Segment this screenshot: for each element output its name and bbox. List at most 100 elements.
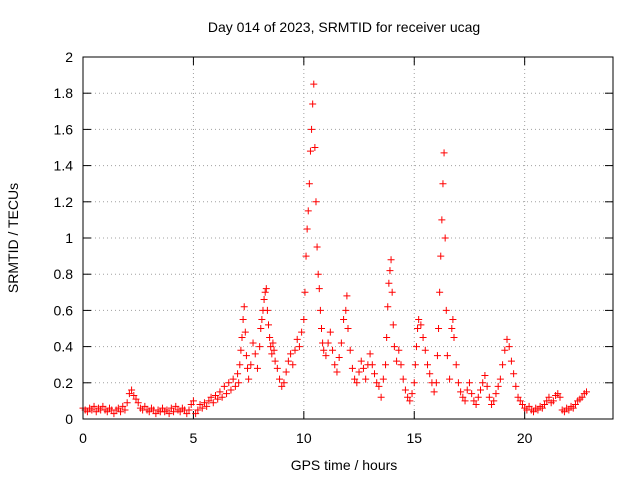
data-point [442,306,450,314]
data-point [295,343,303,351]
data-point [128,386,136,394]
data-point [452,361,460,369]
data-point [439,180,447,188]
data-point [267,343,275,351]
data-point [214,395,222,403]
data-point [351,375,359,383]
data-point [387,256,395,264]
data-point [390,343,398,351]
data-point [538,404,546,412]
data-point [145,408,153,416]
data-point [311,144,319,151]
data-point [329,346,337,354]
data-point [123,399,131,407]
data-point [430,388,438,396]
data-point [410,379,418,387]
data-point [194,406,202,414]
data-point [249,339,257,347]
data-point [313,243,321,251]
data-point [265,321,272,329]
data-point [90,402,98,410]
data-point [247,361,255,369]
data-point [205,397,213,405]
data-point [583,388,590,396]
data-point [461,397,469,405]
data-point [494,382,502,390]
data-point [231,382,239,390]
data-point [132,395,140,403]
data-point [485,393,493,401]
data-point [305,180,313,188]
data-point [421,346,429,354]
data-point [159,404,166,412]
data-point [357,357,365,365]
data-point [359,364,367,372]
data-point [512,382,520,390]
data-point [256,343,264,351]
data-point [565,406,573,414]
data-point [331,361,339,369]
data-point [375,382,383,390]
axis-ticks: 00.20.40.60.811.21.41.61.820 5 10 15 20 [54,49,613,446]
y-tick-label: 0.8 [54,266,74,282]
data-point [239,315,247,323]
data-point [386,267,394,275]
data-point [192,410,200,418]
data-point [269,339,277,347]
data-point [488,401,496,409]
data-point [310,80,318,88]
y-tick-label: 1.6 [54,121,74,137]
data-point [353,379,361,387]
data-point [578,393,586,401]
data-point [262,285,270,293]
data-point [490,397,498,405]
data-point [454,379,462,387]
data-point [450,334,458,342]
data-point [271,357,279,365]
data-point [121,406,129,414]
data-point [518,401,526,409]
data-points [79,80,590,418]
data-point [114,404,122,412]
data-point [117,408,125,416]
data-point [293,335,301,343]
x-axis-title: GPS time / hours [291,457,398,473]
data-point [340,315,348,323]
data-point [437,252,445,260]
y-tick-label: 1.8 [54,85,74,101]
data-point [324,339,332,347]
data-point [510,370,518,378]
y-tick-label: 0.6 [54,302,74,318]
data-point [366,350,374,358]
data-point [404,393,412,401]
data-point [419,334,427,342]
y-tick-label: 1.4 [54,158,74,174]
x-tick-label: 0 [79,430,87,446]
data-point [379,375,387,383]
plot-frame [82,56,614,420]
grid-lines [83,57,613,419]
data-point [440,149,448,157]
data-point [260,296,268,304]
data-point [312,198,320,206]
data-point [541,401,549,409]
data-point [223,390,231,398]
data-point [397,361,405,369]
data-point [505,343,513,351]
data-point [569,404,577,412]
data-point [499,361,507,369]
data-point [424,361,431,369]
data-point [152,410,160,418]
data-point [501,346,509,354]
data-point [496,375,504,383]
data-point [320,346,328,354]
data-point [385,279,393,287]
data-point [571,401,579,409]
data-point [435,325,443,332]
data-point [337,339,345,347]
data-point [88,406,96,414]
data-point [417,321,425,329]
data-point [411,361,419,369]
data-point [130,391,138,399]
